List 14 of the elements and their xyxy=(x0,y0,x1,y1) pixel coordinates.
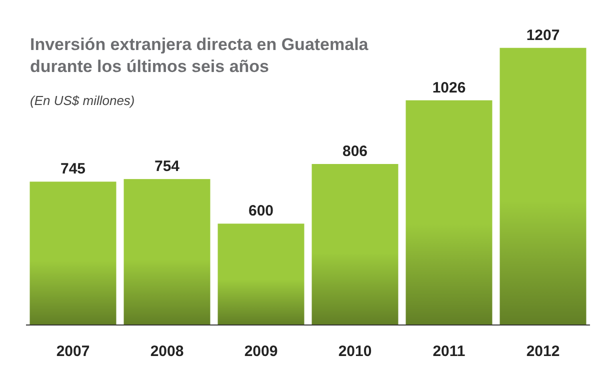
data-label: 806 xyxy=(342,142,368,160)
x-tick-label: 2012 xyxy=(526,343,560,360)
data-label: 600 xyxy=(248,202,274,220)
chart-title: Inversión extranjera directa en Guatemala durante los últimos seis años xyxy=(30,35,369,76)
text: (En US$ millones) xyxy=(30,93,135,108)
x-tick-label: 2010 xyxy=(338,343,372,360)
x-tick-label: 2009 xyxy=(244,343,278,360)
data-label: 1026 xyxy=(432,79,466,96)
x-tick-label: 2011 xyxy=(432,343,466,360)
data-label: 745 xyxy=(60,160,86,178)
x-tick-label: 2008 xyxy=(150,343,184,360)
x-tick-label: 2007 xyxy=(56,343,90,360)
data-label: 1207 xyxy=(526,26,560,44)
data-label: 754 xyxy=(154,158,180,176)
